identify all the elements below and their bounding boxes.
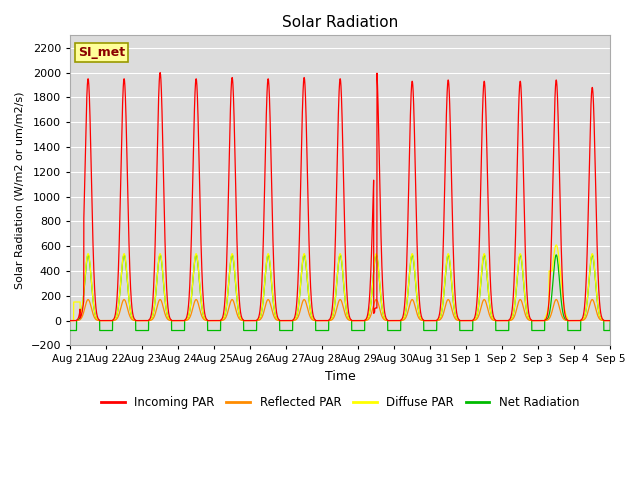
Title: Solar Radiation: Solar Radiation <box>282 15 398 30</box>
Legend: Incoming PAR, Reflected PAR, Diffuse PAR, Net Radiation: Incoming PAR, Reflected PAR, Diffuse PAR… <box>97 392 584 414</box>
X-axis label: Time: Time <box>324 370 356 383</box>
Text: SI_met: SI_met <box>78 46 125 59</box>
Y-axis label: Solar Radiation (W/m2 or um/m2/s): Solar Radiation (W/m2 or um/m2/s) <box>15 92 25 289</box>
